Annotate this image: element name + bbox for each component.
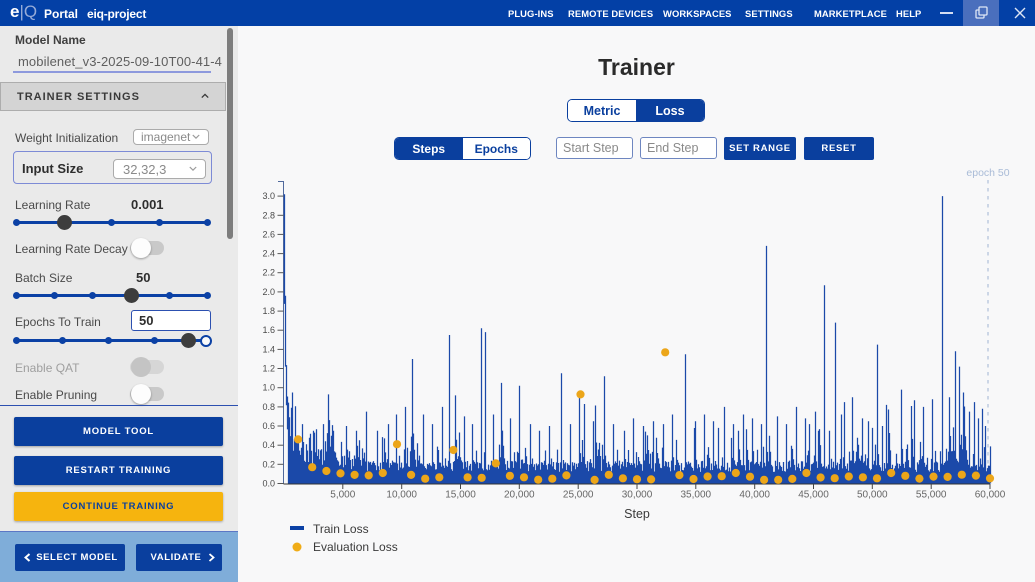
svg-text:2.8: 2.8 bbox=[262, 210, 275, 220]
svg-text:30,000: 30,000 bbox=[622, 490, 653, 501]
svg-text:2.4: 2.4 bbox=[262, 249, 275, 259]
svg-text:epoch 50: epoch 50 bbox=[966, 167, 1009, 179]
svg-text:10,000: 10,000 bbox=[386, 490, 417, 501]
svg-text:1.4: 1.4 bbox=[262, 344, 275, 354]
svg-text:50,000: 50,000 bbox=[857, 490, 888, 501]
svg-text:0.8: 0.8 bbox=[262, 402, 275, 412]
svg-text:15,000: 15,000 bbox=[445, 490, 476, 501]
svg-text:3.0: 3.0 bbox=[262, 191, 275, 201]
svg-text:Step: Step bbox=[624, 507, 650, 521]
svg-text:1.8: 1.8 bbox=[262, 306, 275, 316]
svg-text:0.6: 0.6 bbox=[262, 421, 275, 431]
svg-text:25,000: 25,000 bbox=[563, 490, 594, 501]
svg-text:2.6: 2.6 bbox=[262, 229, 275, 239]
svg-text:1.2: 1.2 bbox=[262, 364, 275, 374]
svg-text:45,000: 45,000 bbox=[798, 490, 829, 501]
svg-text:Evaluation Loss: Evaluation Loss bbox=[313, 540, 398, 554]
svg-text:0.2: 0.2 bbox=[262, 459, 275, 469]
svg-text:20,000: 20,000 bbox=[504, 490, 535, 501]
svg-text:2.2: 2.2 bbox=[262, 268, 275, 278]
svg-text:0.0: 0.0 bbox=[262, 479, 275, 489]
svg-text:35,000: 35,000 bbox=[681, 490, 712, 501]
svg-text:Train Loss: Train Loss bbox=[313, 522, 369, 536]
svg-text:0.4: 0.4 bbox=[262, 440, 275, 450]
svg-text:2.0: 2.0 bbox=[262, 287, 275, 297]
svg-text:60,000: 60,000 bbox=[975, 490, 1006, 501]
svg-text:1.0: 1.0 bbox=[262, 383, 275, 393]
svg-text:5,000: 5,000 bbox=[330, 490, 355, 501]
svg-text:55,000: 55,000 bbox=[916, 490, 947, 501]
svg-text:1.6: 1.6 bbox=[262, 325, 275, 335]
svg-text:40,000: 40,000 bbox=[739, 490, 770, 501]
